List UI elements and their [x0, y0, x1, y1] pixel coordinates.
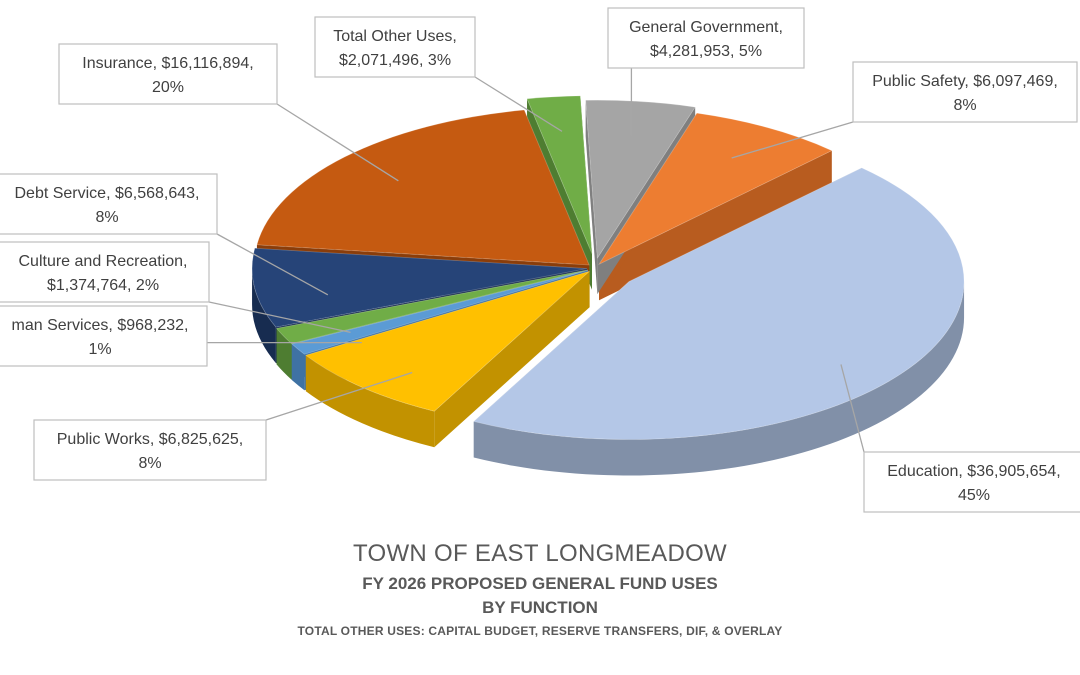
- label-box: [0, 305, 208, 367]
- leader-line-public-works: [265, 371, 413, 421]
- slice-wall-public-works-0: [434, 271, 590, 448]
- data-label-public-safety: Public Safety, $6,097,469, 8%: [852, 61, 1078, 123]
- chart-subtitle-line2: BY FUNCTION: [482, 598, 598, 617]
- label-text-line1: Debt Service, $6,568,643,: [14, 185, 199, 202]
- label-text-line1: Public Works, $6,825,625,: [57, 431, 243, 448]
- label-text-line1: Total Other Uses,: [333, 28, 457, 45]
- leader-line-total-other-uses: [474, 76, 563, 132]
- slice-education: [472, 167, 965, 440]
- data-label-total-other-uses: Total Other Uses, $2,071,496, 3%: [314, 16, 476, 78]
- label-text-line2: 45%: [958, 487, 990, 504]
- leader-line-debt-service: [216, 233, 329, 296]
- label-text-line1: Education, $36,905,654,: [887, 463, 1060, 480]
- slice-public-safety: [597, 112, 833, 266]
- slice-side-education: [473, 281, 965, 476]
- label-text-line1: Public Safety, $6,097,469,: [872, 73, 1058, 90]
- label-box: [863, 451, 1080, 513]
- data-label-insurance: Insurance, $16,116,894, 20%: [58, 43, 278, 105]
- leader-line-culture-and-recreation: [208, 301, 351, 333]
- slice-debt-service: [251, 247, 588, 328]
- leader-line-insurance: [276, 103, 399, 182]
- label-box: [852, 61, 1078, 123]
- slice-wall-general-government-0: [585, 100, 598, 295]
- label-text-line2: 8%: [138, 455, 161, 472]
- label-text-line2: 8%: [95, 209, 118, 226]
- leader-line-education: [840, 364, 865, 453]
- data-label-debt-service: Debt Service, $6,568,643, 8%: [0, 173, 218, 235]
- data-label-public-works: Public Works, $6,825,625, 8%: [33, 419, 267, 481]
- label-text-line2: $1,374,764, 2%: [47, 277, 159, 294]
- label-box: [0, 173, 218, 235]
- slice-culture-and-recreation: [275, 269, 588, 345]
- data-label-human-services: man Services, $968,232, 1%: [0, 305, 208, 367]
- label-text-line1: Insurance, $16,116,894,: [82, 55, 253, 72]
- label-box: [314, 16, 476, 78]
- slice-labels: General Government, $4,281,953, 5% Public …: [0, 7, 1080, 513]
- label-text-line2: 8%: [953, 97, 976, 114]
- pie-chart: General Government, $4,281,953, 5% Public …: [0, 7, 1080, 513]
- leader-lines: [207, 68, 865, 453]
- chart-title: TOWN OF EAST LONGMEADOW: [352, 540, 728, 567]
- label-box: [33, 419, 267, 481]
- slice-wall-public-safety-1: [599, 150, 832, 301]
- slice-side-public-works: [305, 355, 435, 448]
- slice-human-services: [291, 269, 589, 355]
- slice-side-human-services: [291, 343, 305, 391]
- label-text-line1: man Services, $968,232,: [12, 317, 189, 334]
- data-label-general-government: General Government, $4,281,953, 5%: [607, 7, 805, 69]
- label-box: [607, 7, 805, 69]
- slice-insurance: [256, 109, 590, 266]
- label-text-line2: $2,071,496, 3%: [339, 52, 451, 69]
- label-text-line1: General Government,: [629, 19, 783, 36]
- label-text-line1: Culture and Recreation,: [19, 253, 188, 270]
- chart-titles: TOWN OF EAST LONGMEADOW FY 2026 PROPOSED…: [0, 540, 1080, 638]
- label-text-line2: 1%: [88, 341, 111, 358]
- chart-subtitle-line1: FY 2026 PROPOSED GENERAL FUND USES: [362, 574, 718, 593]
- data-label-culture-and-recreation: Culture and Recreation, $1,374,764, 2%: [0, 241, 210, 303]
- label-box: [58, 43, 278, 105]
- slice-total-other-uses: [526, 95, 593, 254]
- label-box: [0, 241, 210, 303]
- slice-public-works: [305, 270, 590, 412]
- label-text-line2: $4,281,953, 5%: [650, 43, 762, 60]
- chart-footnote: TOTAL OTHER USES: CAPITAL BUDGET, RESERV…: [297, 624, 783, 638]
- label-text-line2: 20%: [152, 79, 184, 96]
- leader-line-public-safety: [731, 121, 854, 159]
- slice-side-culture-and-recreation: [276, 328, 292, 380]
- slice-side-debt-service: [252, 268, 276, 364]
- slice-general-government: [585, 99, 696, 260]
- data-label-education: Education, $36,905,654, 45%: [863, 451, 1080, 513]
- pie-tops: [251, 95, 965, 440]
